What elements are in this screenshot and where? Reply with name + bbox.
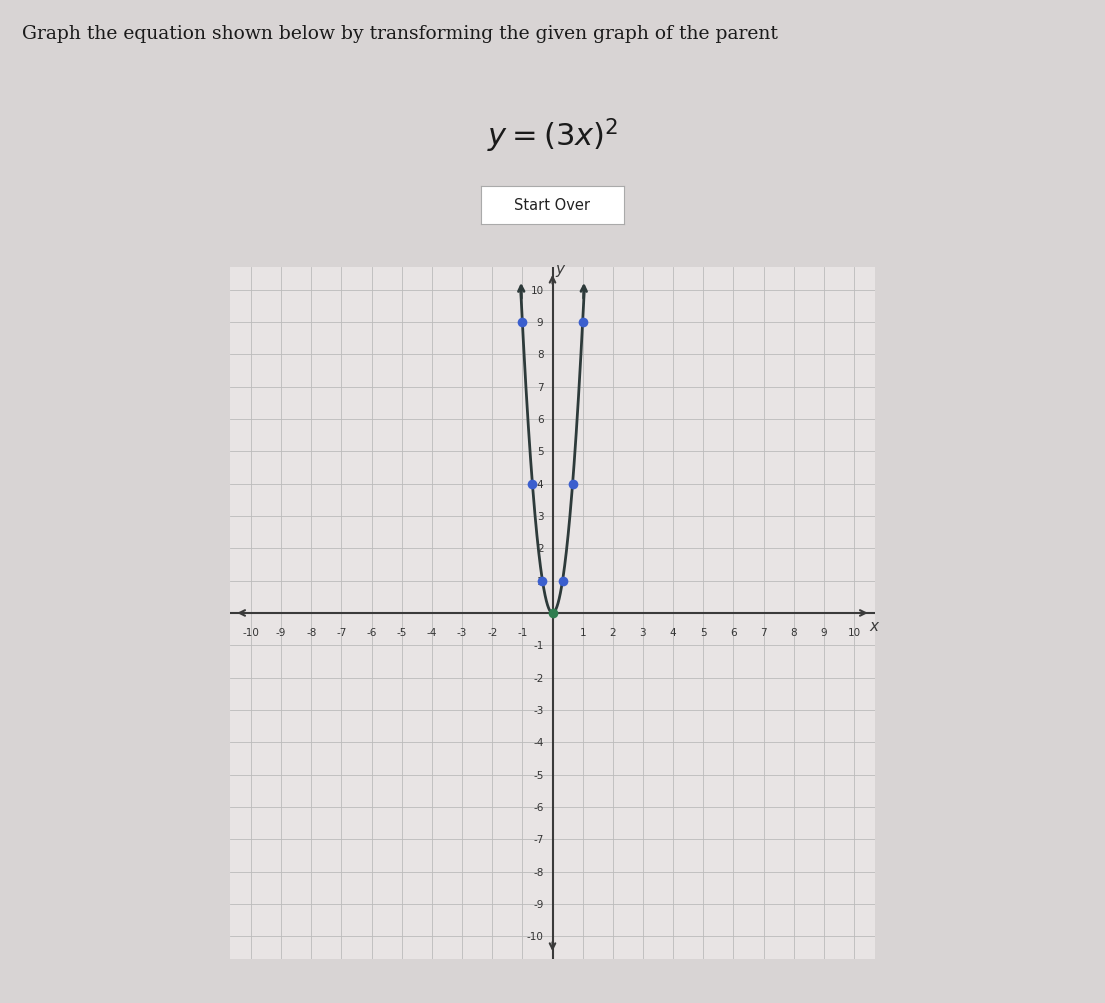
Text: 7: 7 (537, 382, 544, 392)
Text: -3: -3 (533, 705, 544, 715)
Text: $y = (3x)^2$: $y = (3x)^2$ (487, 116, 618, 154)
Text: 4: 4 (670, 628, 676, 638)
Text: -5: -5 (397, 628, 407, 638)
Text: -3: -3 (456, 628, 467, 638)
Text: 9: 9 (537, 318, 544, 328)
Text: -7: -7 (336, 628, 347, 638)
Text: 3: 3 (537, 512, 544, 522)
Text: -4: -4 (533, 737, 544, 747)
Text: -2: -2 (533, 673, 544, 683)
Text: -7: -7 (533, 834, 544, 845)
Text: -6: -6 (533, 802, 544, 812)
Text: 2: 2 (610, 628, 617, 638)
Text: -6: -6 (367, 628, 377, 638)
Text: 3: 3 (640, 628, 646, 638)
Text: Graph the equation shown below by transforming the given graph of the parent: Graph the equation shown below by transf… (22, 25, 778, 43)
Text: 5: 5 (537, 447, 544, 456)
Text: -2: -2 (487, 628, 497, 638)
Text: -1: -1 (533, 641, 544, 651)
Text: 7: 7 (760, 628, 767, 638)
Text: 1: 1 (537, 576, 544, 586)
Text: 2: 2 (537, 544, 544, 554)
Text: Start Over: Start Over (515, 199, 590, 213)
Text: 8: 8 (537, 350, 544, 360)
Text: -5: -5 (533, 770, 544, 779)
Text: x: x (870, 619, 878, 634)
Text: 6: 6 (537, 414, 544, 424)
Text: -4: -4 (427, 628, 438, 638)
Text: -8: -8 (533, 867, 544, 877)
Text: 10: 10 (848, 628, 861, 638)
Text: 4: 4 (537, 479, 544, 489)
Text: 6: 6 (730, 628, 737, 638)
Text: -1: -1 (517, 628, 527, 638)
Text: -10: -10 (242, 628, 260, 638)
Text: 8: 8 (790, 628, 797, 638)
Text: 10: 10 (530, 286, 544, 296)
Text: -9: -9 (533, 899, 544, 909)
Text: -10: -10 (527, 931, 544, 941)
Text: 5: 5 (699, 628, 706, 638)
Text: -9: -9 (276, 628, 286, 638)
Text: y: y (556, 262, 565, 277)
Text: -8: -8 (306, 628, 316, 638)
Text: 1: 1 (579, 628, 586, 638)
Text: 9: 9 (821, 628, 828, 638)
